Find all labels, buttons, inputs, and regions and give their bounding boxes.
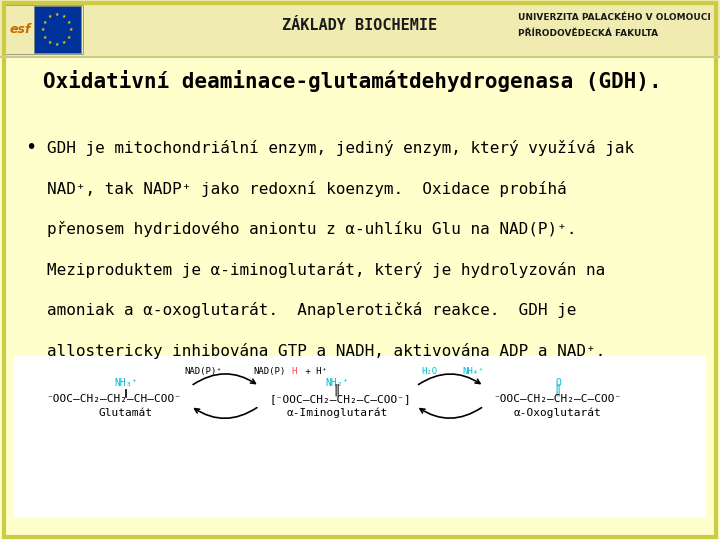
- Text: GDH je mitochondriální enzym, jediný enzym, který využívá jak: GDH je mitochondriální enzym, jediný enz…: [47, 140, 634, 157]
- Text: α-Oxoglutarát: α-Oxoglutarát: [514, 407, 602, 418]
- Text: ★: ★: [48, 14, 52, 19]
- FancyArrowPatch shape: [194, 408, 257, 418]
- Text: α-Iminoglutarát: α-Iminoglutarát: [287, 407, 387, 418]
- Text: NH₃⁺: NH₃⁺: [114, 379, 138, 388]
- Text: •: •: [25, 138, 37, 157]
- Text: NAD(P): NAD(P): [253, 367, 286, 376]
- Text: ★: ★: [42, 19, 47, 25]
- FancyBboxPatch shape: [14, 356, 706, 518]
- Text: NH₂⁺: NH₂⁺: [325, 379, 348, 388]
- Text: NAD(P)⁺: NAD(P)⁺: [184, 367, 222, 376]
- Text: Meziproduktem je α-iminoglutarát, který je hydrolyzován na: Meziproduktem je α-iminoglutarát, který …: [47, 262, 605, 278]
- FancyBboxPatch shape: [34, 6, 81, 53]
- Text: ⁻OOC—CH₂—CH₂—C—COO⁻: ⁻OOC—CH₂—CH₂—C—COO⁻: [493, 394, 621, 404]
- FancyBboxPatch shape: [4, 5, 83, 54]
- Text: ★: ★: [62, 40, 66, 45]
- Text: esf: esf: [9, 23, 31, 36]
- Text: ★: ★: [40, 27, 45, 32]
- Text: NH₄⁺: NH₄⁺: [462, 367, 484, 376]
- Text: Glutamát: Glutamát: [99, 408, 153, 417]
- Text: allostericky inhibována GTP a NADH, aktivována ADP a NAD⁺.: allostericky inhibována GTP a NADH, akti…: [47, 343, 605, 359]
- Text: ★: ★: [69, 27, 73, 32]
- Text: Oxidativní deaminace-glutamátdehydrogenasa (GDH).: Oxidativní deaminace-glutamátdehydrogena…: [43, 70, 662, 92]
- Text: [⁻OOC—CH₂—CH₂—C—COO⁻]: [⁻OOC—CH₂—CH₂—C—COO⁻]: [270, 394, 412, 404]
- Text: přenosem hydridového aniontu z α-uhlíku Glu na NAD(P)⁺.: přenosem hydridového aniontu z α-uhlíku …: [47, 221, 576, 238]
- Text: ‖: ‖: [554, 383, 560, 396]
- Text: ⁻OOC—CH₂—CH₂—CH—COO⁻: ⁻OOC—CH₂—CH₂—CH—COO⁻: [47, 394, 181, 404]
- Text: UNIVERZITA PALACKÉHO V OLOMOUCI: UNIVERZITA PALACKÉHO V OLOMOUCI: [518, 13, 711, 22]
- Text: amoniak a α-oxoglutarát.  Anaplerotičká reakce.  GDH je: amoniak a α-oxoglutarát. Anaplerotičká r…: [47, 302, 576, 319]
- Text: H₂O: H₂O: [422, 367, 438, 376]
- FancyBboxPatch shape: [0, 0, 720, 57]
- FancyArrowPatch shape: [418, 374, 480, 384]
- Text: ★: ★: [62, 14, 66, 19]
- Text: ZÁKLADY BIOCHEMIE: ZÁKLADY BIOCHEMIE: [282, 18, 438, 33]
- Text: H: H: [292, 367, 297, 376]
- Text: NAD⁺, tak NADP⁺ jako redoxní koenzym.  Oxidace probíhá: NAD⁺, tak NADP⁺ jako redoxní koenzym. Ox…: [47, 181, 567, 197]
- Text: ★: ★: [67, 19, 71, 25]
- FancyArrowPatch shape: [420, 408, 482, 418]
- Text: + H⁺: + H⁺: [300, 367, 326, 376]
- Text: ★: ★: [55, 42, 59, 48]
- Text: ★: ★: [42, 35, 47, 40]
- Text: O: O: [555, 379, 561, 388]
- Text: ★: ★: [67, 35, 71, 40]
- Text: ★: ★: [55, 12, 59, 17]
- FancyArrowPatch shape: [193, 374, 256, 384]
- Text: ‖: ‖: [333, 383, 339, 396]
- Text: PŘÍRODOVĚDECKÁ FAKULTA: PŘÍRODOVĚDECKÁ FAKULTA: [518, 29, 659, 38]
- Text: ★: ★: [48, 40, 52, 45]
